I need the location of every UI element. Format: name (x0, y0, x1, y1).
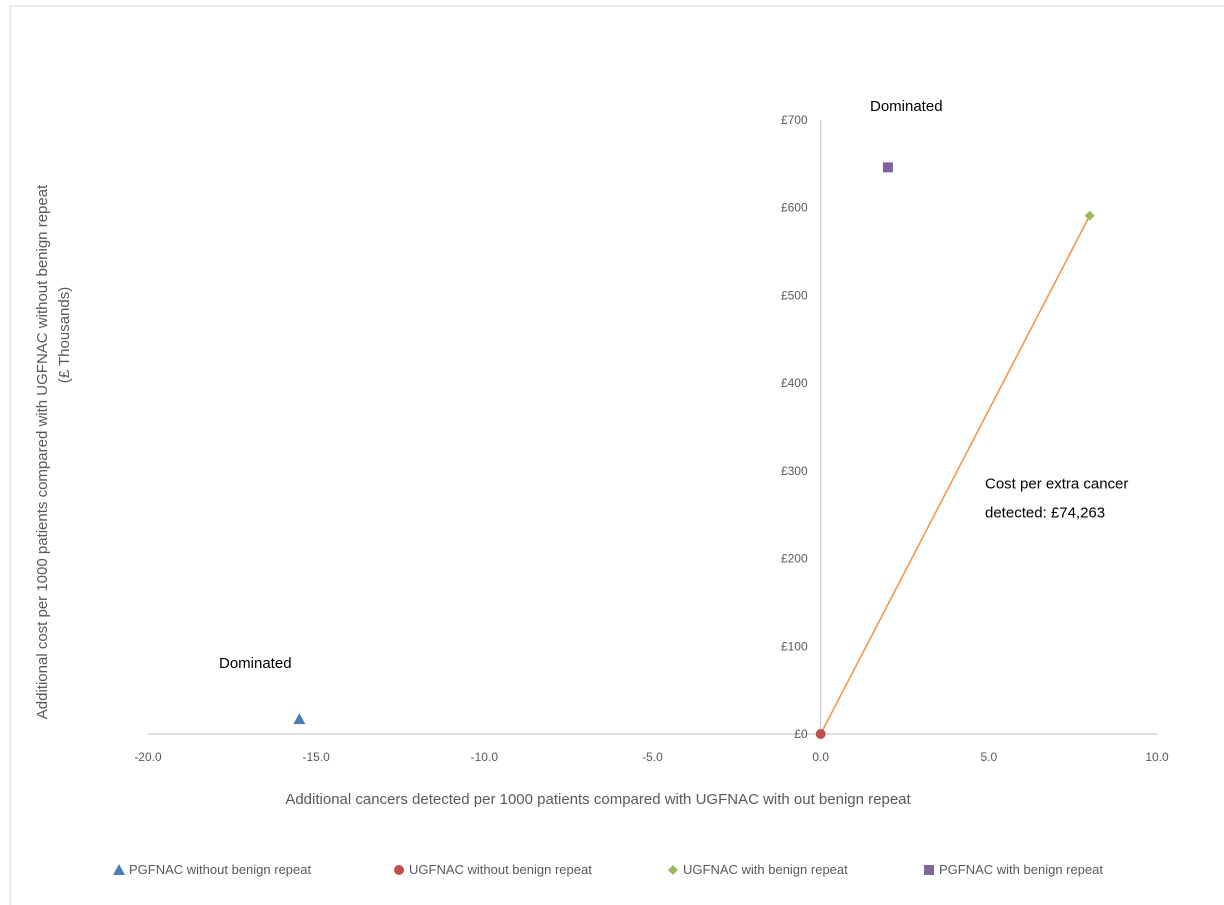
x-tick-label: -5.0 (642, 750, 663, 764)
y-tick-label: £0 (794, 727, 808, 741)
x-axis-title: Additional cancers detected per 1000 pat… (285, 791, 911, 808)
y-tick-label: £700 (781, 113, 808, 127)
data-point-triangle (293, 713, 306, 725)
y-axis-title-line2: (£ Thousands) (56, 287, 73, 383)
y-tick-label: £500 (781, 288, 808, 302)
legend-item: PGFNAC without benign repeat (113, 862, 311, 877)
data-points (293, 162, 1095, 739)
x-tick-label: -15.0 (302, 750, 330, 764)
x-tick-label: -10.0 (471, 750, 499, 764)
y-tick-label: £100 (781, 639, 808, 653)
x-tick-label: -20.0 (134, 750, 162, 764)
legend-label: UGFNAC without benign repeat (409, 862, 592, 877)
x-tick-label: 5.0 (980, 750, 997, 764)
data-point-square (882, 162, 893, 173)
legend-item: PGFNAC with benign repeat (924, 862, 1103, 877)
legend-item: UGFNAC without benign repeat (394, 862, 592, 877)
y-axis-title: Additional cost per 1000 patients compar… (34, 184, 73, 719)
x-tick-label: 0.0 (812, 750, 829, 764)
legend-marker-circle (394, 865, 404, 875)
y-tick-label: £200 (781, 552, 808, 566)
legend-item: UGFNAC with benign repeat (668, 862, 848, 877)
y-tick-label: £400 (781, 376, 808, 390)
x-tick-label: 10.0 (1145, 750, 1169, 764)
axes: -20.0 -15.0 -10.0 -5.0 0.0 5.0 10.0 £0 £100 £200 £… (134, 113, 1169, 764)
cost-effectiveness-frontier (819, 215, 1091, 735)
legend-label: PGFNAC without benign repeat (129, 862, 311, 877)
data-point-diamond (1084, 210, 1095, 221)
annotations: Dominated Dominated Cost per extra cancer d… (219, 98, 1128, 672)
legend-marker-square (924, 865, 934, 875)
legend: PGFNAC without benign repeat UGFNAC witho… (113, 862, 1103, 877)
data-point-circle (815, 729, 826, 739)
annotation-label: Dominated (219, 655, 292, 672)
y-tick-label: £300 (781, 464, 808, 478)
annotation-label: Cost per extra cancer (985, 475, 1128, 492)
annotation-label: Dominated (870, 98, 943, 115)
legend-marker-diamond (668, 865, 678, 875)
y-axis-title-line1: Additional cost per 1000 patients compar… (34, 184, 51, 719)
legend-marker-triangle (113, 864, 125, 875)
legend-label: UGFNAC with benign repeat (683, 862, 848, 877)
frontier-line (819, 215, 1091, 735)
annotation-label: detected: £74,263 (985, 504, 1105, 521)
y-tick-label: £600 (781, 201, 808, 215)
legend-label: PGFNAC with benign repeat (939, 862, 1103, 877)
